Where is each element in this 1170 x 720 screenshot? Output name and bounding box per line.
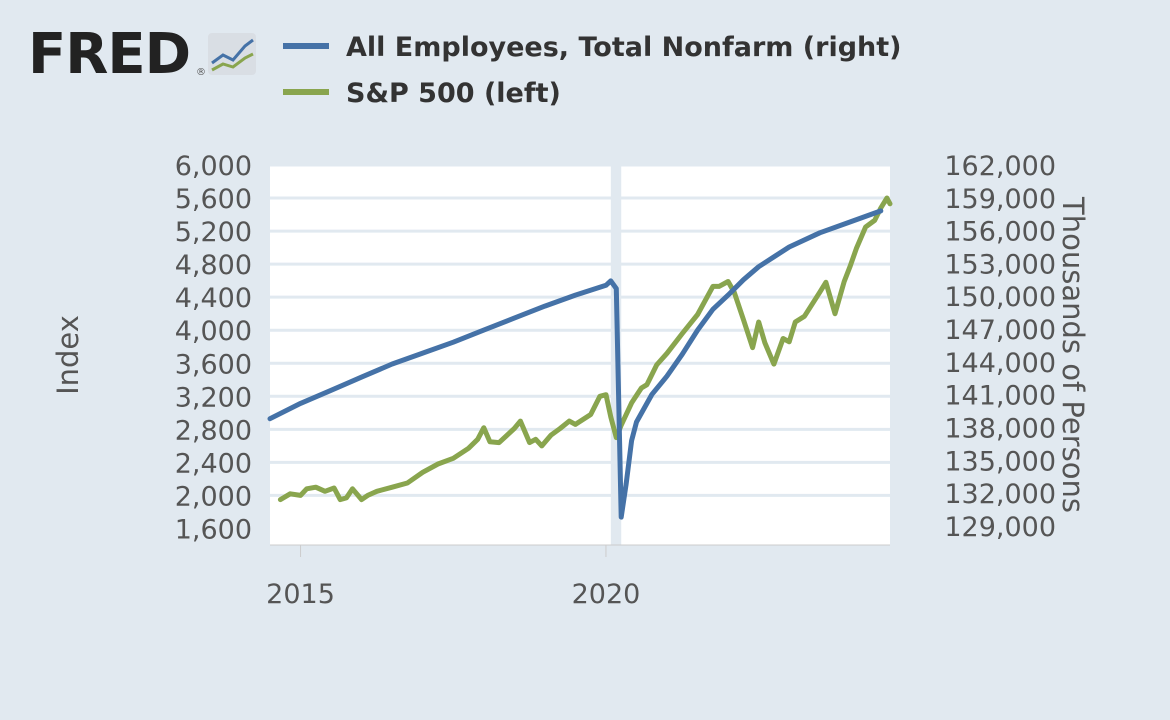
legend-label-sp500: S&P 500 (left): [346, 78, 561, 109]
right-tick-label: 147,000: [944, 315, 1056, 346]
x-axis: 2015 2020: [266, 545, 640, 610]
legend-item-sp500[interactable]: S&P 500 (left): [283, 78, 561, 109]
left-tick-label: 4,800: [175, 250, 252, 281]
line-employees[interactable]: [267, 208, 884, 520]
left-tick-label: 4,000: [175, 316, 252, 347]
right-tick-label: 129,000: [944, 512, 1056, 543]
left-tick-label: 6,000: [175, 151, 252, 182]
gridlines: [270, 163, 890, 497]
series-layer: [267, 195, 893, 520]
right-axis: 129,000132,000135,000138,000141,000144,0…: [944, 151, 1056, 543]
chart-line-icon: [208, 33, 256, 75]
legend-label-employees: All Employees, Total Nonfarm (right): [346, 32, 902, 63]
x-tick-label: 2015: [266, 579, 335, 610]
legend: All Employees, Total Nonfarm (right) S&P…: [283, 32, 902, 109]
right-tick-label: 141,000: [944, 381, 1056, 412]
left-tick-label: 3,600: [175, 349, 252, 380]
right-tick-label: 144,000: [944, 348, 1056, 379]
right-tick-label: 132,000: [944, 479, 1056, 510]
left-tick-label: 5,200: [175, 217, 252, 248]
right-tick-label: 138,000: [944, 413, 1056, 444]
right-tick-label: 162,000: [944, 151, 1056, 182]
left-tick-label: 1,600: [175, 514, 252, 545]
left-tick-label: 2,400: [175, 448, 252, 479]
left-tick-label: 2,000: [175, 481, 252, 512]
right-axis-title: Thousands of Persons: [1056, 196, 1090, 513]
right-tick-label: 156,000: [944, 217, 1056, 248]
right-tick-label: 135,000: [944, 446, 1056, 477]
x-tick-label: 2020: [572, 579, 641, 610]
left-tick-label: 5,600: [175, 184, 252, 215]
legend-item-employees[interactable]: All Employees, Total Nonfarm (right): [283, 32, 902, 63]
right-tick-label: 159,000: [944, 184, 1056, 215]
plot-area: [270, 165, 890, 545]
left-tick-label: 4,400: [175, 283, 252, 314]
left-axis: 1,6002,0002,4002,8003,2003,6004,0004,400…: [175, 151, 252, 545]
left-tick-label: 3,200: [175, 382, 252, 413]
logo-text: FRED: [28, 22, 190, 87]
right-tick-label: 153,000: [944, 249, 1056, 280]
left-tick-label: 2,800: [175, 415, 252, 446]
registered-mark: ®: [196, 67, 206, 78]
fred-logo[interactable]: FRED ®: [28, 22, 256, 87]
line-sp500[interactable]: [277, 195, 893, 503]
right-tick-label: 150,000: [944, 282, 1056, 313]
left-axis-title: Index: [51, 315, 85, 395]
